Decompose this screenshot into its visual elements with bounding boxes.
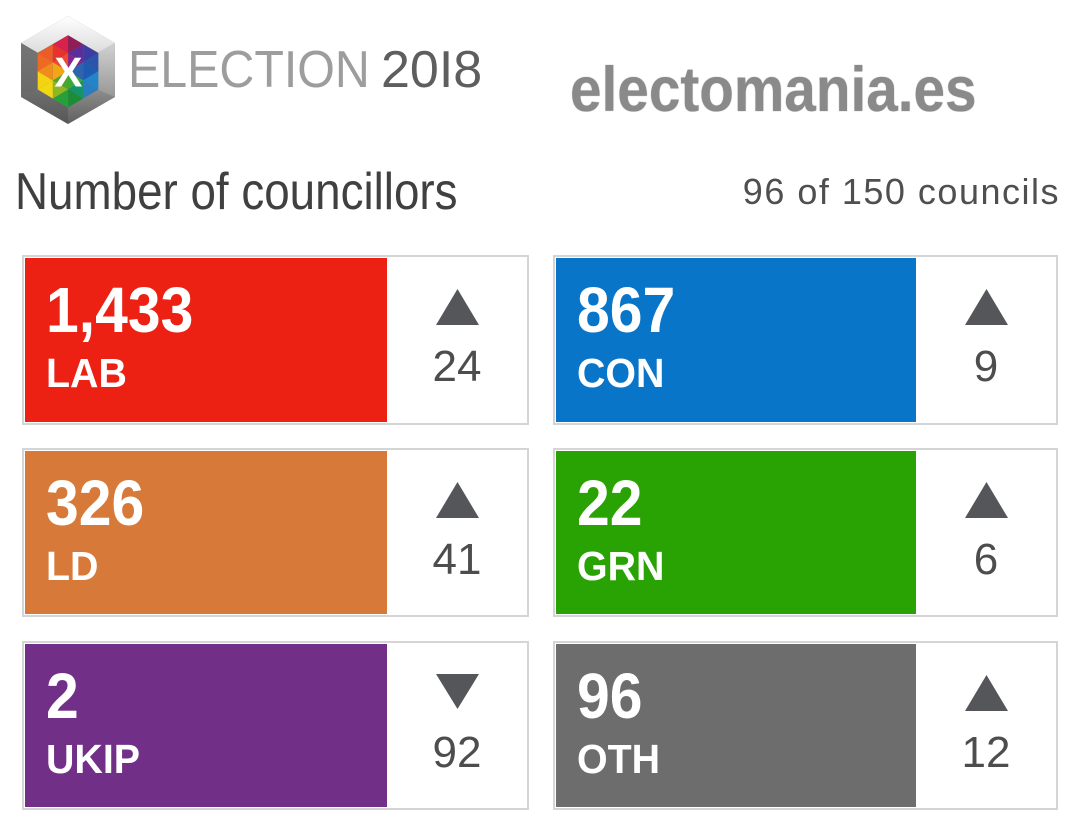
svg-text:X: X — [54, 49, 82, 96]
